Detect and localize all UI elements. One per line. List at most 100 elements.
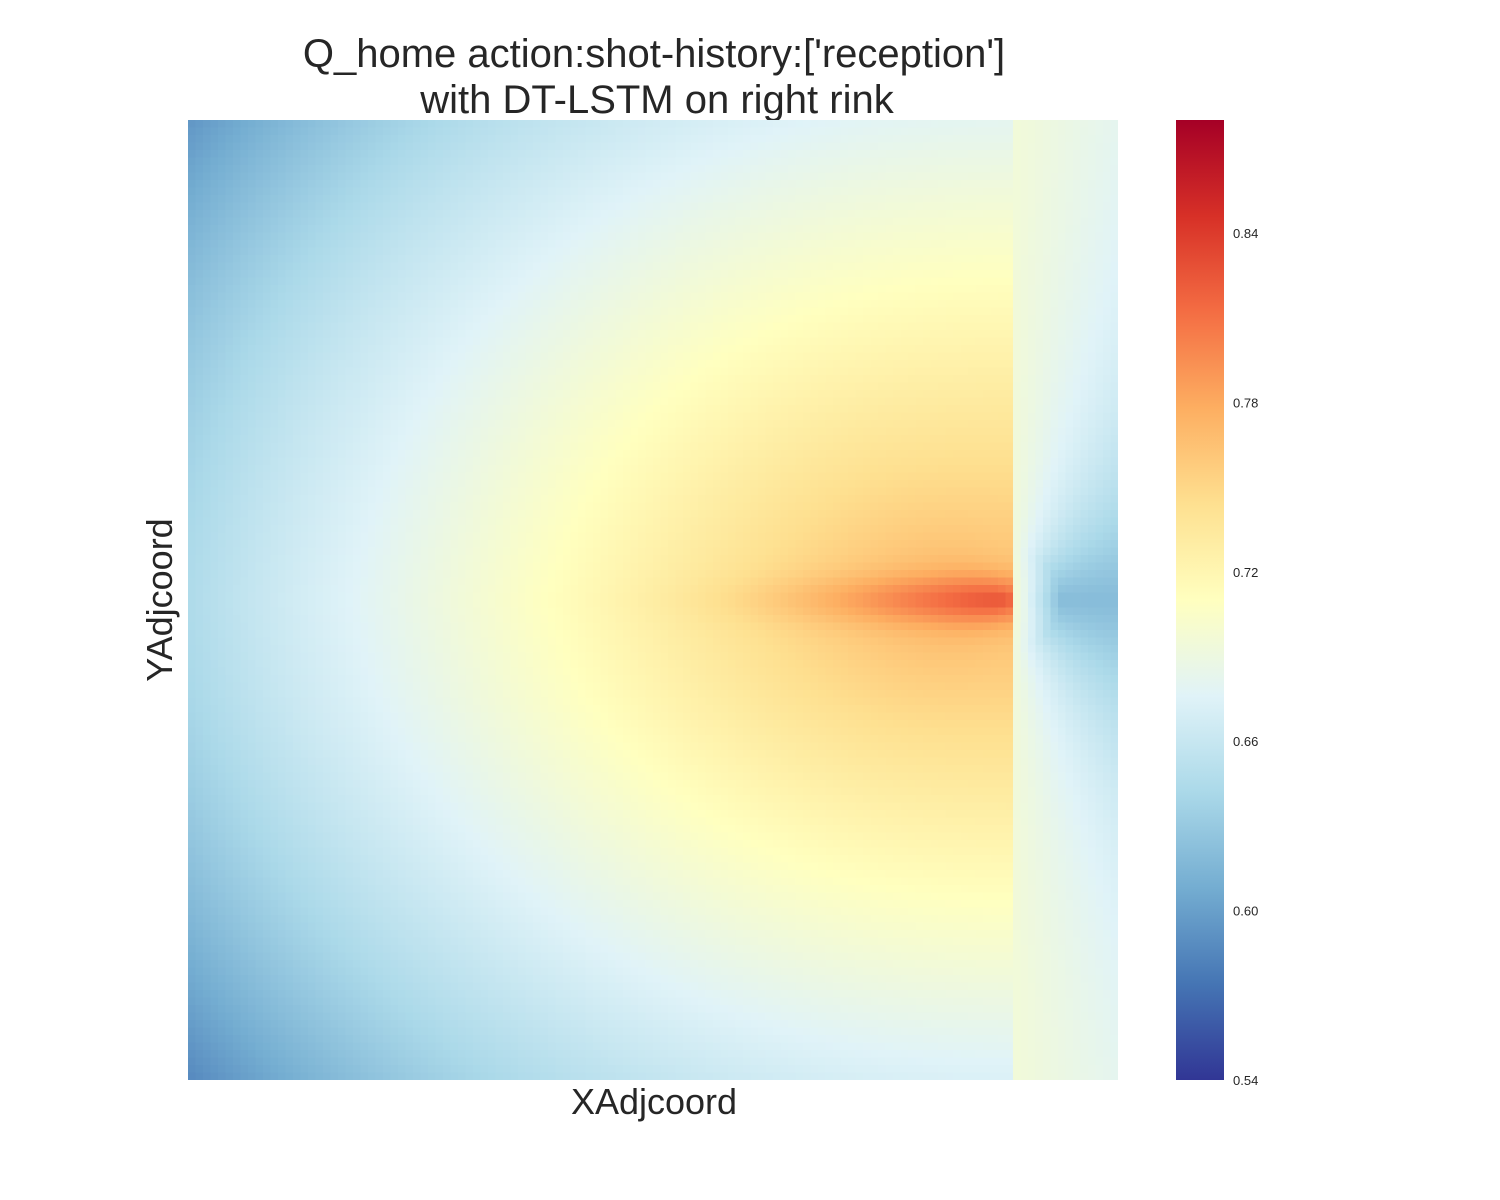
heatmap-cell	[938, 255, 947, 264]
heatmap-cell	[855, 172, 864, 181]
heatmap-cell	[638, 135, 647, 144]
heatmap-cell	[668, 345, 677, 354]
heatmap-cell	[668, 285, 677, 294]
heatmap-cell	[675, 285, 684, 294]
heatmap-cell	[578, 210, 587, 219]
heatmap-cell	[285, 270, 294, 279]
heatmap-cell	[563, 157, 572, 166]
heatmap-cell	[255, 202, 264, 211]
heatmap-cell	[840, 307, 849, 316]
heatmap-cell	[593, 172, 602, 181]
heatmap-cell	[300, 225, 309, 234]
heatmap-cell	[1028, 330, 1037, 339]
heatmap-cell	[540, 270, 549, 279]
heatmap-cell	[285, 157, 294, 166]
heatmap-cell	[848, 172, 857, 181]
heatmap-cell	[885, 255, 894, 264]
heatmap-cell	[788, 120, 797, 129]
heatmap-cell	[908, 247, 917, 256]
heatmap-cell	[833, 337, 842, 346]
heatmap-cell	[1088, 307, 1097, 316]
heatmap-cell	[495, 142, 504, 151]
heatmap-cell	[870, 135, 879, 144]
heatmap-cell	[240, 180, 249, 189]
heatmap-cell	[1043, 187, 1052, 196]
heatmap-cell	[668, 262, 677, 271]
heatmap-cell	[525, 330, 534, 339]
heatmap-cell	[705, 225, 714, 234]
heatmap-cell	[728, 352, 737, 361]
heatmap-cell	[525, 180, 534, 189]
heatmap-cell	[990, 270, 999, 279]
heatmap-cell	[435, 405, 444, 414]
heatmap-cell	[435, 142, 444, 151]
heatmap-cell	[780, 247, 789, 256]
heatmap-cell	[1035, 120, 1044, 129]
heatmap-cell	[503, 292, 512, 301]
heatmap-cell	[383, 352, 392, 361]
heatmap-cell	[338, 375, 347, 384]
heatmap-cell	[518, 367, 527, 376]
heatmap-cell	[810, 352, 819, 361]
heatmap-cell	[788, 172, 797, 181]
heatmap-cell	[360, 247, 369, 256]
heatmap-cell	[675, 360, 684, 369]
heatmap-cell	[1088, 330, 1097, 339]
heatmap-cell	[353, 150, 362, 159]
heatmap-cell	[773, 232, 782, 241]
heatmap-cell	[308, 165, 317, 174]
heatmap-cell	[308, 120, 317, 129]
heatmap-cell	[600, 180, 609, 189]
heatmap-cell	[533, 307, 542, 316]
heatmap-cell	[390, 120, 399, 129]
heatmap-cell	[998, 120, 1007, 129]
heatmap-cell	[960, 187, 969, 196]
heatmap-cell	[638, 217, 647, 226]
heatmap-cell	[848, 255, 857, 264]
heatmap-cell	[300, 172, 309, 181]
heatmap-cell	[795, 285, 804, 294]
heatmap-cell	[1035, 375, 1044, 384]
heatmap-cell	[705, 367, 714, 376]
heatmap-cell	[915, 270, 924, 279]
heatmap-cell	[218, 157, 227, 166]
heatmap-cell	[975, 277, 984, 286]
heatmap-cell	[510, 375, 519, 384]
heatmap-cell	[750, 292, 759, 301]
heatmap-cell	[638, 277, 647, 286]
heatmap-cell	[1043, 142, 1052, 151]
heatmap-cell	[278, 382, 287, 391]
heatmap-cell	[218, 120, 227, 129]
heatmap-cell	[360, 120, 369, 129]
heatmap-cell	[720, 120, 729, 129]
heatmap-cell	[713, 180, 722, 189]
heatmap-cell	[833, 180, 842, 189]
heatmap-cell	[1035, 180, 1044, 189]
heatmap-cell	[263, 165, 272, 174]
heatmap-cell	[923, 337, 932, 346]
heatmap-cell	[608, 180, 617, 189]
heatmap-cell	[518, 150, 527, 159]
heatmap-cell	[188, 142, 197, 151]
heatmap-cell	[398, 217, 407, 226]
heatmap-cell	[323, 367, 332, 376]
heatmap-cell	[563, 300, 572, 309]
heatmap-cell	[945, 142, 954, 151]
heatmap-cell	[533, 120, 542, 129]
heatmap-cell	[458, 277, 467, 286]
heatmap-cell	[960, 240, 969, 249]
heatmap-cell	[975, 150, 984, 159]
heatmap-cell	[788, 390, 797, 399]
heatmap-cell	[1110, 127, 1118, 136]
heatmap-cell	[218, 382, 227, 391]
heatmap-cell	[1043, 202, 1052, 211]
heatmap-cell	[323, 150, 332, 159]
heatmap-cell	[1065, 165, 1074, 174]
heatmap-cell	[525, 315, 534, 324]
heatmap-cell	[390, 322, 399, 331]
heatmap-cell	[690, 172, 699, 181]
heatmap-cell	[900, 165, 909, 174]
heatmap-cell	[480, 322, 489, 331]
heatmap-cell	[218, 277, 227, 286]
heatmap-cell	[233, 195, 242, 204]
